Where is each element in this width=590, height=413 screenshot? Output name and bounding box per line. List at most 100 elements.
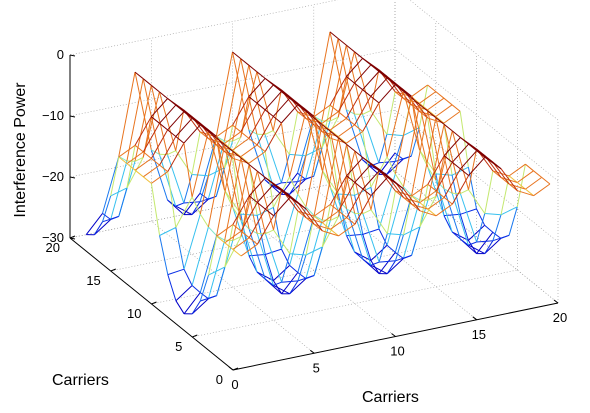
mesh-segment (435, 117, 445, 125)
mesh-segment (346, 57, 363, 77)
mesh-segment (403, 186, 412, 196)
mesh-segment (256, 271, 266, 280)
mesh-segment (468, 148, 478, 190)
mesh-segment (191, 298, 209, 315)
y-tick (232, 367, 239, 371)
mesh-segment (102, 215, 119, 223)
mesh-segment (224, 242, 234, 250)
mesh-segment (191, 131, 201, 175)
mesh-segment (362, 110, 371, 115)
mesh-segment (289, 97, 299, 106)
mesh-segment (223, 58, 242, 141)
x-tick-label: 20 (553, 310, 567, 325)
mesh-segment (386, 244, 396, 253)
mesh-segment (338, 137, 347, 145)
mesh-segment (224, 144, 242, 221)
mesh-segment (256, 202, 266, 210)
mesh-segment (256, 233, 274, 286)
axis-grid (69, 0, 559, 371)
mesh-segment (419, 196, 437, 228)
mesh-segment (208, 226, 217, 237)
mesh-segment (297, 193, 307, 208)
y-tick-label: 0 (216, 372, 223, 387)
mesh-segment (232, 124, 242, 133)
mesh-segment (338, 210, 348, 218)
mesh-segment (329, 44, 347, 122)
mesh-segment (394, 173, 404, 188)
mesh-segment (216, 137, 225, 146)
mesh-segment (419, 102, 428, 111)
mesh-segment (167, 154, 185, 204)
mesh-segment (102, 212, 111, 220)
mesh-segment (443, 188, 461, 240)
mesh-segment (386, 190, 396, 234)
mesh-segment (248, 208, 266, 238)
mesh-segment (167, 129, 177, 137)
z-tick-label: −20 (42, 169, 64, 184)
mesh-segment (305, 111, 315, 119)
mesh-segment (411, 203, 429, 210)
mesh-segment (134, 71, 144, 80)
mesh-segment (240, 220, 258, 273)
x-tick-label: 5 (313, 360, 320, 375)
mesh-segment (459, 238, 469, 246)
mesh-segment (370, 177, 388, 196)
mesh-segment (281, 91, 290, 99)
mesh-segment (378, 134, 388, 163)
mesh-segment (288, 111, 299, 155)
mesh-segment (240, 58, 250, 66)
mesh-segment (370, 77, 388, 97)
mesh-segment (378, 71, 388, 79)
mesh-segment (175, 136, 185, 144)
mesh-segment (338, 223, 356, 237)
mesh-segment (378, 252, 396, 274)
mesh-segment (411, 226, 421, 256)
mesh-segment (394, 195, 413, 253)
mesh-segment (159, 235, 169, 275)
mesh-segment (175, 196, 193, 228)
mesh-segment (256, 71, 266, 79)
mesh-segment (232, 237, 250, 250)
mesh-segment (329, 104, 339, 113)
mesh-segment (85, 213, 103, 235)
mesh-segment (460, 150, 478, 170)
mesh-segment (354, 64, 372, 84)
mesh-segment (321, 111, 339, 124)
mesh-segment (346, 144, 356, 152)
mesh-segment (394, 252, 404, 259)
mesh-segment (272, 84, 282, 92)
mesh-segment (159, 136, 177, 166)
mesh-segment (248, 195, 258, 203)
mesh-segment (337, 76, 347, 118)
mesh-segment (224, 236, 242, 268)
mesh-segment (199, 136, 217, 194)
mesh-segment (329, 175, 348, 205)
mesh-segment (175, 104, 185, 113)
mesh-segment (321, 222, 331, 230)
mesh-segment (224, 190, 242, 215)
mesh-segment (370, 261, 380, 266)
mesh-segment (403, 90, 412, 99)
z-tick (69, 237, 76, 240)
mesh-segment (435, 116, 445, 124)
mesh-segment (240, 131, 250, 139)
mesh-segment (476, 240, 493, 243)
mesh-segment (175, 285, 193, 302)
mesh-segment (509, 183, 526, 190)
mesh-segment (232, 137, 250, 151)
mesh-segment (419, 190, 437, 204)
grid-line (69, 0, 339, 56)
mesh-segment (175, 202, 184, 207)
mesh-segment (281, 193, 299, 250)
mesh-segment (370, 110, 388, 135)
mesh-segment (362, 89, 372, 97)
mesh-segment (297, 215, 315, 273)
mesh-segment (338, 175, 348, 217)
mesh-segment (362, 157, 372, 165)
mesh-segment (337, 38, 347, 46)
mesh-segment (354, 186, 372, 196)
mesh-segment (346, 76, 355, 84)
mesh-segment (476, 213, 486, 243)
mesh-segment (330, 217, 347, 230)
mesh-segment (272, 116, 282, 124)
